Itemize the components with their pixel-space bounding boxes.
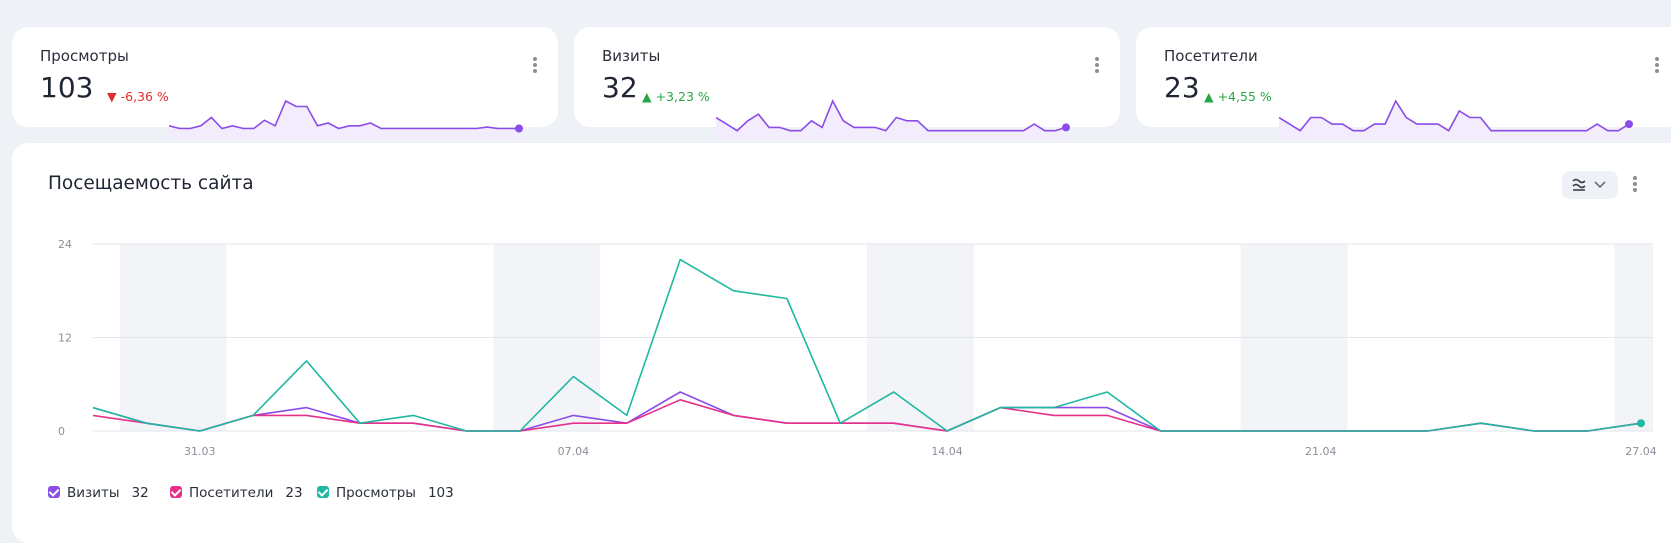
chevron-down-icon — [1594, 181, 1606, 189]
y-tick-label: 12 — [58, 332, 72, 345]
chart-type-icon — [1572, 178, 1606, 191]
kpi-card-visits[interactable]: Визиты 32 ▲ +3,23 % — [574, 27, 1120, 140]
legend-label: Визиты — [67, 485, 120, 501]
sparkline-line — [169, 99, 519, 130]
page-title: Посещаемость сайта — [48, 173, 254, 194]
sparkline-end-point — [515, 124, 523, 133]
more-menu-icon[interactable] — [1632, 176, 1638, 194]
kpi-delta: ▼ -6,36 % — [107, 89, 169, 104]
x-tick-label: 14.04 — [931, 445, 963, 458]
legend-item-visitors[interactable]: Посетители 23 — [170, 485, 303, 501]
checkbox-icon — [48, 486, 60, 498]
kpi-label: Просмотры — [40, 47, 129, 65]
x-tick-label: 31.03 — [184, 445, 216, 458]
more-menu-icon[interactable] — [532, 57, 538, 75]
sparkline-line — [1279, 99, 1630, 132]
y-tick-label: 0 — [58, 425, 65, 438]
traffic-card: Посещаемость сайта 0 12 24 31.03 07.04 14.04 2… — [12, 143, 1671, 543]
more-menu-icon[interactable] — [1654, 57, 1660, 75]
x-tick-label: 21.04 — [1305, 445, 1337, 458]
legend-value: 23 — [285, 485, 303, 501]
sparkline-end-point — [1062, 123, 1070, 132]
legend-label: Просмотры — [336, 485, 416, 501]
series-end-point — [1637, 419, 1645, 428]
legend-item-visits[interactable]: Визиты 32 — [48, 485, 149, 501]
sparkline-area — [716, 101, 1066, 140]
x-tick-label: 07.04 — [558, 445, 590, 458]
chart-type-dropdown[interactable] — [1562, 171, 1618, 199]
kpi-value: 103 — [40, 71, 94, 104]
kpi-label: Визиты — [602, 47, 661, 65]
kpi-value: 32 — [602, 71, 638, 104]
kpi-card-visitors[interactable]: Посетители 23 ▲ +4,55 % — [1136, 27, 1671, 140]
sparkline-end-point — [1625, 120, 1633, 129]
traffic-chart: 0 12 24 31.03 07.04 14.04 21.04 27.04 — [58, 238, 1657, 458]
sparkline — [1279, 99, 1633, 140]
checkbox-icon — [317, 486, 329, 498]
kpi-delta: ▲ +3,23 % — [642, 89, 710, 104]
sparkline — [716, 99, 1070, 140]
series-line — [92, 258, 1642, 432]
sparkline-area — [169, 101, 519, 140]
x-tick-label: 27.04 — [1625, 445, 1657, 458]
y-tick-label: 24 — [58, 238, 72, 251]
sparkline — [169, 99, 523, 140]
legend-label: Посетители — [189, 485, 274, 501]
more-menu-icon[interactable] — [1094, 57, 1100, 75]
legend-value: 32 — [131, 485, 149, 501]
legend-item-views[interactable]: Просмотры 103 — [317, 485, 454, 501]
kpi-card-views[interactable]: Просмотры 103 ▼ -6,36 % — [12, 27, 558, 140]
kpi-value: 23 — [1164, 71, 1200, 104]
kpi-label: Посетители — [1164, 47, 1258, 65]
legend-value: 103 — [427, 485, 454, 501]
sparkline-line — [716, 99, 1067, 132]
sparkline-area — [1279, 101, 1629, 140]
checkbox-icon — [170, 486, 182, 498]
kpi-delta: ▲ +4,55 % — [1204, 89, 1272, 104]
